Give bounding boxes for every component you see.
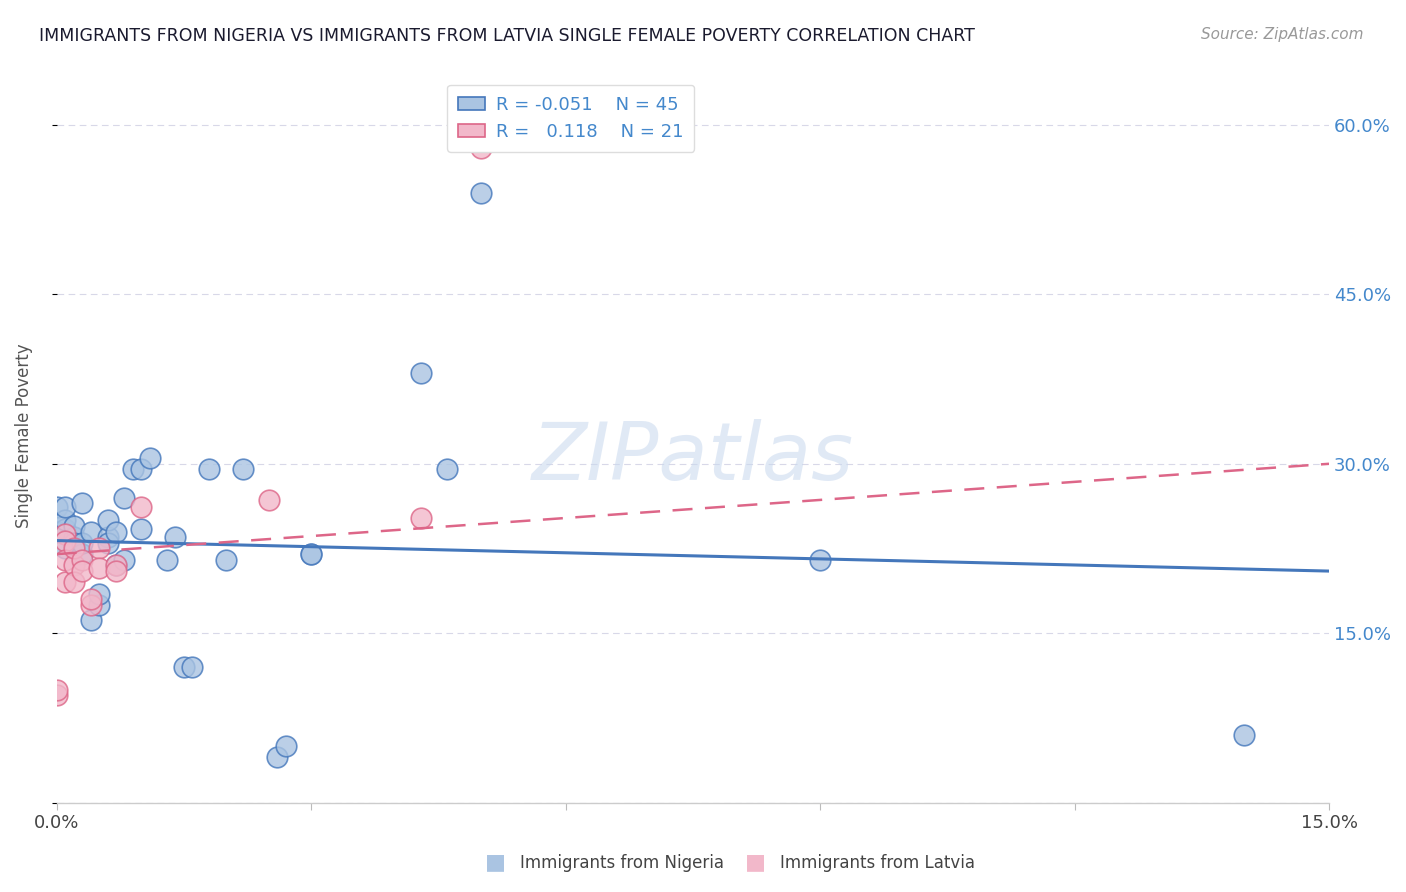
- Point: [70, 496, 93, 510]
- Point: [114, 491, 136, 505]
- Point: [70, 547, 93, 561]
- Point: [122, 462, 145, 476]
- Text: ■: ■: [745, 853, 766, 872]
- Point: [96, 513, 118, 527]
- Point: [131, 522, 153, 536]
- Text: Immigrants from Nigeria: Immigrants from Nigeria: [520, 855, 724, 872]
- Point: [45, 500, 67, 514]
- Point: [70, 536, 93, 550]
- Point: [181, 660, 204, 674]
- Point: [173, 660, 195, 674]
- Point: [470, 140, 492, 154]
- Point: [274, 739, 297, 753]
- Point: [808, 553, 831, 567]
- Point: [87, 598, 110, 612]
- Point: [131, 500, 153, 514]
- Y-axis label: Single Female Poverty: Single Female Poverty: [15, 343, 32, 528]
- Point: [62, 530, 84, 544]
- Point: [96, 536, 118, 550]
- Point: [299, 547, 322, 561]
- Point: [70, 553, 93, 567]
- Point: [215, 553, 238, 567]
- Point: [266, 750, 288, 764]
- Point: [87, 541, 110, 556]
- Point: [45, 682, 67, 697]
- Point: [131, 462, 153, 476]
- Point: [198, 462, 221, 476]
- Text: Immigrants from Latvia: Immigrants from Latvia: [780, 855, 976, 872]
- Point: [62, 558, 84, 573]
- Legend: R = -0.051    N = 45, R =   0.118    N = 21: R = -0.051 N = 45, R = 0.118 N = 21: [447, 85, 695, 152]
- Point: [62, 536, 84, 550]
- Point: [299, 547, 322, 561]
- Point: [87, 560, 110, 574]
- Point: [232, 462, 254, 476]
- Point: [79, 592, 101, 607]
- Point: [53, 553, 76, 567]
- Point: [257, 492, 280, 507]
- Point: [96, 530, 118, 544]
- Point: [62, 519, 84, 533]
- Point: [104, 558, 127, 573]
- Point: [70, 564, 93, 578]
- Point: [45, 688, 67, 702]
- Point: [139, 451, 162, 466]
- Text: ZIPatlas: ZIPatlas: [531, 418, 853, 497]
- Point: [53, 513, 76, 527]
- Text: ■: ■: [485, 853, 506, 872]
- Point: [53, 526, 76, 541]
- Point: [470, 186, 492, 200]
- Point: [104, 558, 127, 573]
- Point: [79, 524, 101, 539]
- Point: [79, 613, 101, 627]
- Point: [104, 524, 127, 539]
- Point: [45, 516, 67, 530]
- Point: [411, 367, 433, 381]
- Point: [53, 526, 76, 541]
- Point: [62, 541, 84, 556]
- Point: [436, 462, 458, 476]
- Point: [165, 530, 187, 544]
- Point: [104, 564, 127, 578]
- Point: [53, 500, 76, 514]
- Point: [114, 553, 136, 567]
- Point: [53, 522, 76, 536]
- Point: [1233, 728, 1256, 742]
- Point: [156, 553, 179, 567]
- Point: [87, 587, 110, 601]
- Point: [411, 511, 433, 525]
- Point: [62, 575, 84, 590]
- Text: Source: ZipAtlas.com: Source: ZipAtlas.com: [1201, 27, 1364, 42]
- Point: [53, 575, 76, 590]
- Point: [79, 598, 101, 612]
- Text: IMMIGRANTS FROM NIGERIA VS IMMIGRANTS FROM LATVIA SINGLE FEMALE POVERTY CORRELAT: IMMIGRANTS FROM NIGERIA VS IMMIGRANTS FR…: [39, 27, 976, 45]
- Point: [53, 541, 76, 556]
- Point: [53, 533, 76, 548]
- Point: [45, 524, 67, 539]
